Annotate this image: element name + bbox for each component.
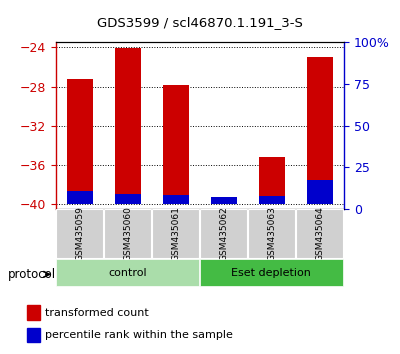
- Text: transformed count: transformed count: [45, 308, 149, 318]
- Text: control: control: [108, 268, 146, 278]
- Text: GSM435059: GSM435059: [76, 206, 84, 261]
- Text: GDS3599 / scl46870.1.191_3-S: GDS3599 / scl46870.1.191_3-S: [97, 17, 303, 29]
- Bar: [27, 328, 40, 343]
- Bar: [163, 195, 189, 204]
- Bar: [115, 194, 141, 204]
- Bar: [248, 209, 295, 258]
- Bar: [307, 181, 333, 204]
- Bar: [259, 196, 285, 204]
- Bar: [104, 209, 151, 258]
- Text: GSM435063: GSM435063: [268, 206, 276, 261]
- Text: Eset depletion: Eset depletion: [231, 268, 311, 278]
- Text: GSM435060: GSM435060: [124, 206, 132, 261]
- Bar: [67, 79, 93, 204]
- Bar: [296, 209, 343, 258]
- Text: GSM435061: GSM435061: [172, 206, 180, 261]
- Bar: [27, 305, 40, 320]
- Bar: [152, 209, 199, 258]
- Text: GSM435064: GSM435064: [316, 206, 324, 261]
- Bar: [56, 259, 198, 286]
- Text: percentile rank within the sample: percentile rank within the sample: [45, 330, 233, 340]
- Bar: [200, 259, 342, 286]
- Bar: [56, 209, 103, 258]
- Text: protocol: protocol: [8, 268, 56, 281]
- Bar: [163, 85, 189, 204]
- Bar: [211, 201, 237, 204]
- Bar: [67, 191, 93, 204]
- Bar: [211, 197, 237, 204]
- Bar: [115, 48, 141, 204]
- Text: GSM435062: GSM435062: [220, 206, 228, 261]
- Bar: [307, 57, 333, 204]
- Bar: [259, 157, 285, 204]
- Bar: [200, 209, 247, 258]
